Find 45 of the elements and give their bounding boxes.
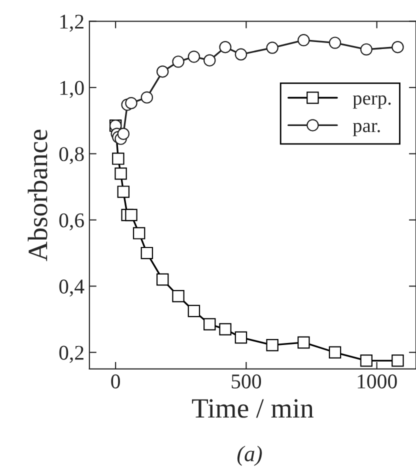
x-axis-title: Time / min (192, 399, 314, 418)
point (219, 323, 232, 336)
y-tick-label: 0,6 (59, 213, 84, 230)
point (219, 41, 232, 54)
point (156, 273, 169, 286)
point (114, 167, 127, 180)
text: (a) (237, 446, 262, 466)
y-axis-title: Absorbance (28, 130, 48, 262)
x-tick-label: 1000 (358, 374, 397, 388)
y-tick-label: 0,4 (59, 280, 84, 297)
point (125, 208, 138, 222)
point (204, 318, 216, 330)
y-tick-label: 1,0 (60, 80, 84, 98)
x-tick-label: 0 (111, 374, 120, 388)
point (328, 36, 342, 49)
point (125, 96, 138, 110)
point (172, 56, 184, 68)
point (172, 290, 184, 302)
point (298, 34, 310, 46)
point (392, 41, 404, 54)
point (234, 331, 248, 344)
point (156, 66, 169, 78)
point (392, 354, 404, 367)
point (188, 304, 200, 318)
point (266, 42, 278, 54)
y-tick-label: 1,2 (60, 14, 84, 32)
point (204, 54, 216, 66)
x-tick-label: 500 (232, 374, 262, 388)
y-tick-label: 0,2 (59, 346, 84, 363)
point (360, 43, 372, 56)
point (328, 346, 342, 358)
y-tick-label: 0,8 (59, 147, 84, 164)
point (112, 152, 124, 165)
point (117, 128, 130, 140)
point (266, 338, 278, 352)
point (117, 186, 130, 198)
point (132, 227, 146, 240)
legend-label: par. (352, 122, 380, 136)
point (298, 336, 310, 349)
point (188, 50, 200, 63)
point (234, 48, 248, 61)
legend-label: perp. (352, 95, 391, 109)
point (140, 246, 154, 260)
point (360, 354, 372, 367)
point (140, 91, 154, 104)
